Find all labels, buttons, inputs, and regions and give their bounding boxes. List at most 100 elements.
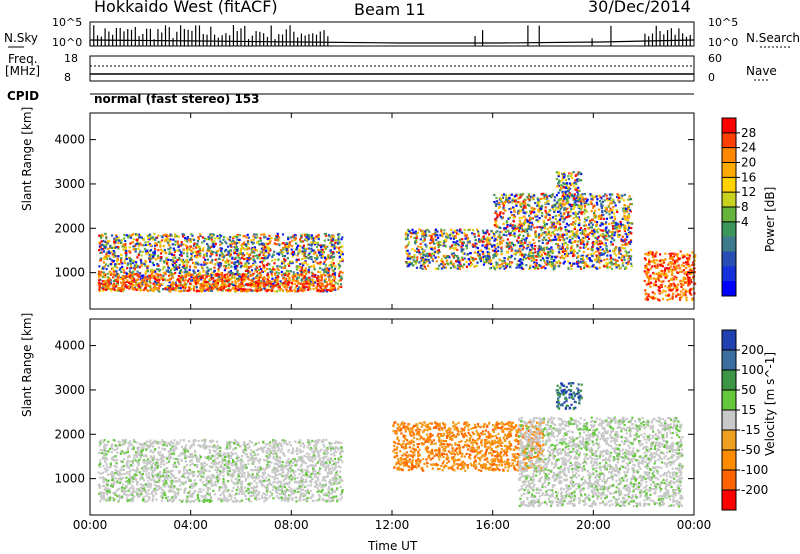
scatter-cell — [525, 237, 528, 240]
scatter-cell — [546, 213, 549, 216]
scatter-cell — [240, 275, 243, 279]
scatter-cell — [622, 207, 625, 210]
scatter-cell — [519, 227, 522, 230]
scatter-cell — [194, 250, 197, 253]
scatter-cell — [318, 285, 321, 288]
scatter-cell — [469, 252, 472, 255]
scatter-cell — [571, 223, 575, 226]
scatter-cell — [294, 280, 297, 283]
scatter-cell — [432, 253, 435, 256]
scatter-cell — [243, 278, 246, 281]
scatter-cell — [542, 220, 545, 223]
scatter-cell — [603, 234, 606, 237]
scatter-cell — [598, 194, 601, 197]
scatter-cell — [629, 231, 632, 234]
scatter-cell — [605, 208, 608, 211]
scatter-cell — [129, 267, 132, 270]
scatter-cell — [492, 265, 495, 268]
scatter-cell — [513, 210, 516, 213]
scatter-cell — [199, 255, 202, 258]
scatter-cell — [541, 238, 544, 241]
scatter-cell — [187, 261, 190, 264]
scatter-cell — [582, 233, 586, 236]
scatter-cell — [112, 259, 115, 263]
power-scatter — [97, 171, 697, 302]
scatter-cell — [659, 253, 662, 256]
scatter-cell — [278, 251, 281, 254]
scatter-cell — [322, 273, 325, 276]
scatter-cell — [442, 232, 445, 235]
scatter-cell — [153, 253, 156, 256]
scatter-cell — [493, 246, 496, 249]
scatter-cell — [267, 276, 270, 280]
scatter-cell — [559, 212, 562, 215]
scatter-cell — [413, 256, 416, 259]
scatter-cell — [606, 254, 609, 257]
scatter-cell — [556, 246, 560, 249]
scatter-cell — [262, 281, 265, 284]
scatter-cell — [518, 201, 521, 204]
scatter-cell — [98, 290, 101, 293]
scatter-cell — [542, 192, 545, 195]
scatter-cell — [558, 234, 561, 237]
scatter-cell — [300, 269, 303, 272]
scatter-cell — [229, 244, 232, 247]
scatter-cell — [151, 236, 154, 239]
scatter-cell — [591, 194, 594, 197]
scatter-cell — [338, 285, 341, 288]
scatter-cell — [440, 232, 444, 235]
scatter-cell — [605, 211, 608, 214]
cpid-value: normal (fast stereo) 153 — [94, 92, 260, 106]
scatter-cell — [216, 279, 219, 282]
scatter-cell — [181, 284, 184, 287]
scatter-cell — [166, 265, 169, 268]
scatter-cell — [550, 231, 553, 234]
scatter-cell — [595, 250, 598, 253]
scatter-cell — [203, 277, 207, 280]
scatter-cell — [423, 237, 426, 240]
scatter-cell — [177, 245, 180, 249]
scatter-cell — [504, 200, 507, 203]
scatter-cell — [234, 261, 237, 264]
scatter-cell — [482, 253, 485, 256]
scatter-cell — [253, 289, 256, 292]
scatter-cell — [148, 280, 151, 283]
nsearch-tick-top: 10^5 — [708, 16, 739, 29]
scatter-cell — [414, 230, 417, 233]
scatter-cell — [122, 248, 126, 251]
scatter-cell — [534, 251, 537, 254]
scatter-cell — [98, 242, 101, 245]
scatter-cell — [423, 230, 426, 233]
scatter-cell — [270, 274, 274, 277]
scatter-cell — [308, 276, 311, 279]
scatter-cell — [327, 255, 330, 258]
scatter-cell — [596, 260, 599, 263]
scatter-cell — [557, 214, 560, 217]
scatter-cell — [262, 233, 265, 236]
scatter-cell — [220, 286, 223, 289]
scatter-cell — [628, 226, 631, 229]
scatter-cell — [547, 251, 550, 254]
scatter-cell — [531, 217, 534, 220]
scatter-cell — [147, 274, 151, 277]
scatter-cell — [509, 264, 512, 267]
scatter-cell — [138, 252, 141, 255]
scatter-cell — [219, 288, 223, 291]
scatter-cell — [498, 198, 502, 201]
scatter-cell — [247, 277, 250, 280]
scatter-cell — [605, 233, 608, 236]
scatter-cell — [255, 249, 259, 252]
scatter-cell — [121, 281, 125, 284]
scatter-cell — [259, 284, 262, 287]
scatter-cell — [445, 259, 448, 262]
scatter-cell — [461, 244, 464, 247]
scatter-cell — [580, 240, 583, 243]
scatter-cell — [464, 234, 467, 238]
scatter-cell — [299, 245, 302, 248]
scatter-cell — [102, 261, 105, 264]
scatter-cell — [562, 248, 565, 251]
scatter-cell — [205, 288, 208, 291]
scatter-cell — [148, 242, 151, 246]
scatter-cell — [158, 290, 161, 293]
scatter-cell — [272, 268, 275, 271]
